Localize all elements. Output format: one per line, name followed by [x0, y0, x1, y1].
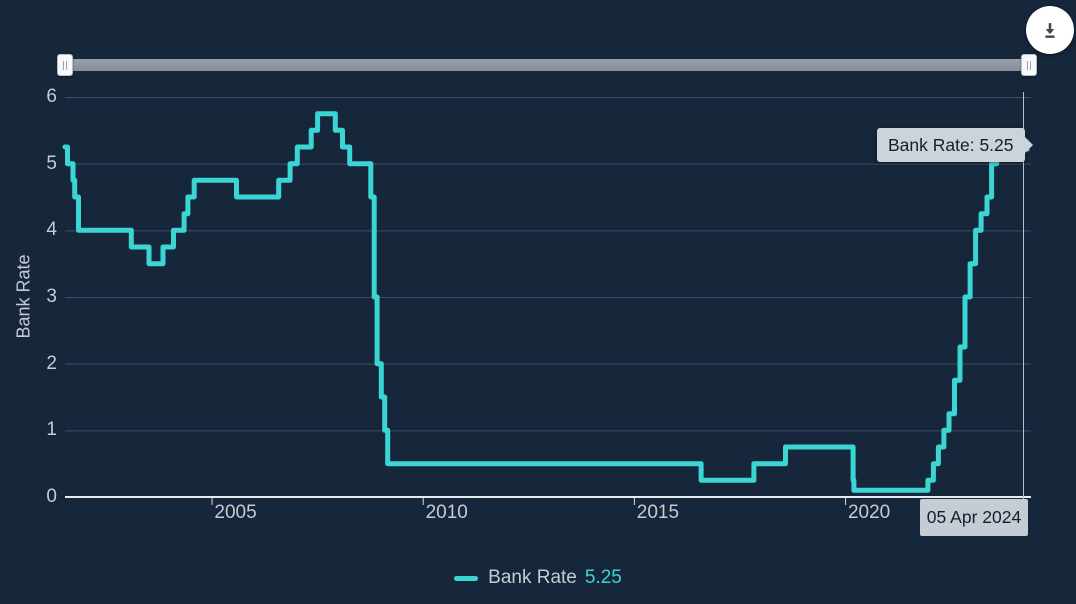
tooltip: Bank Rate: 5.25	[877, 128, 1033, 162]
legend-series-label: Bank Rate	[488, 567, 577, 588]
x-tick-label-2015: 2015	[636, 502, 680, 523]
y-axis-title: Bank Rate	[13, 254, 34, 339]
y-tick-label-4: 4	[46, 219, 57, 241]
y-tick-label-3: 3	[46, 286, 57, 307]
tooltip-text: Bank Rate: 5.25	[888, 134, 1014, 155]
range-slider-handle-right[interactable]	[1021, 54, 1037, 76]
legend-line-swatch	[454, 575, 479, 581]
legend: Bank Rate 5.25	[0, 566, 1076, 590]
x-tick-label-2020: 2020	[847, 502, 891, 523]
download-icon	[1045, 23, 1055, 38]
x-tick-label-2010: 2010	[425, 502, 468, 523]
y-tick-label-1: 1	[46, 419, 57, 441]
y-tick-label-6: 6	[46, 86, 57, 107]
crosshair-date-text: 05 Apr 2024	[926, 507, 1022, 527]
y-tick-label-0: 0	[46, 486, 57, 507]
range-slider-track[interactable]	[65, 59, 1031, 71]
y-tick-label-5: 5	[46, 152, 57, 174]
download-button[interactable]	[1026, 6, 1074, 54]
tooltip-arrow	[1024, 137, 1033, 153]
x-tick-label-2005: 2005	[214, 502, 257, 523]
legend-item-bank-rate[interactable]: Bank Rate 5.25	[454, 567, 622, 589]
bank-rate-series-line[interactable]	[62, 111, 1028, 493]
crosshair-date-label: 05 Apr 2024	[920, 499, 1028, 536]
range-slider-handle-left[interactable]	[57, 54, 73, 76]
y-tick-label-2: 2	[46, 352, 57, 374]
legend-series-value: 5.25	[584, 567, 622, 588]
